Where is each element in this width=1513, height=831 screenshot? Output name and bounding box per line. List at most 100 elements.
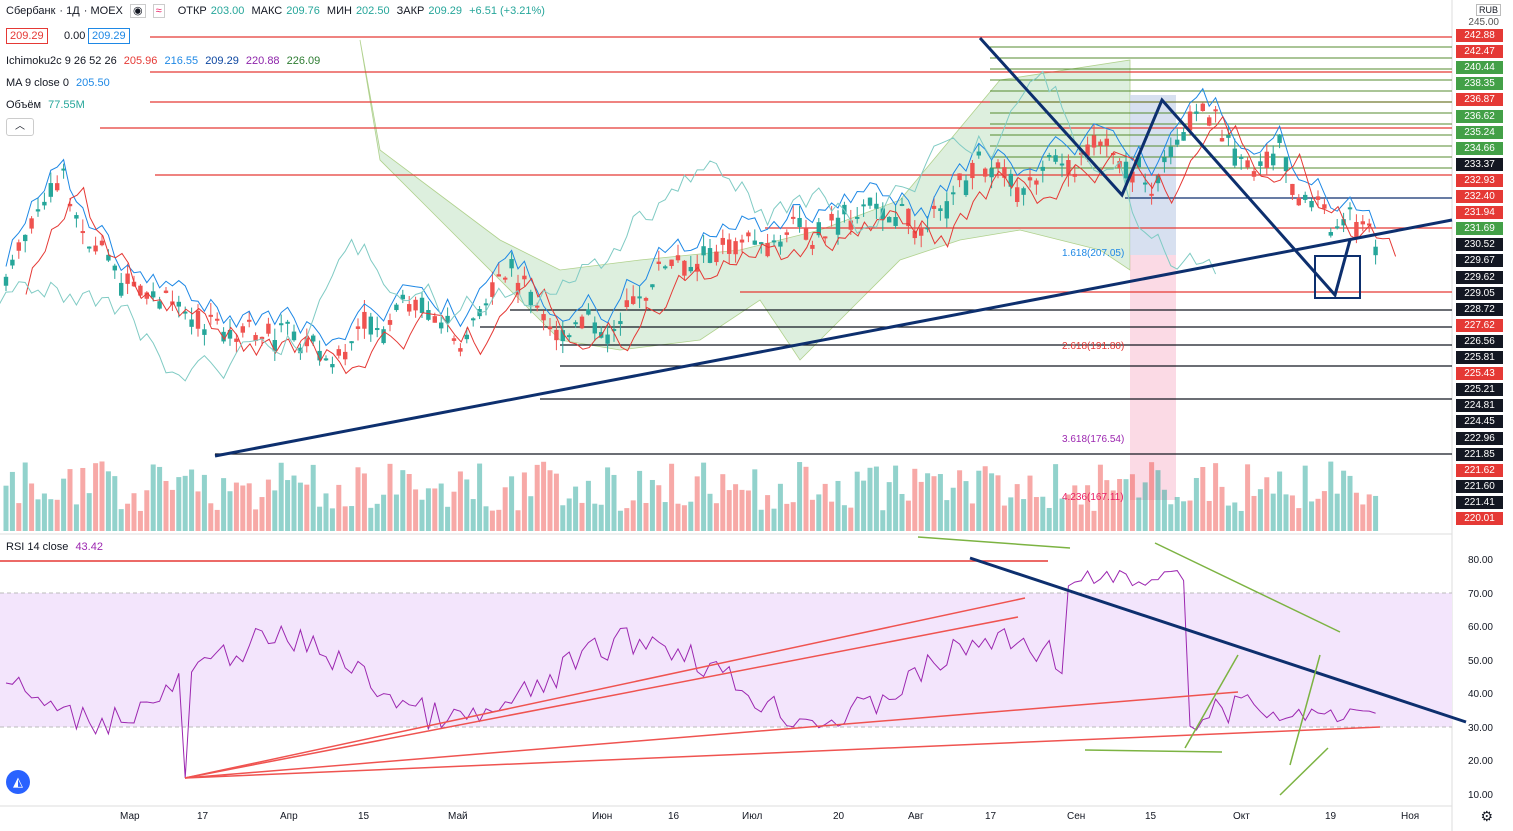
candle: [490, 282, 495, 297]
candle: [592, 322, 597, 334]
volume-bar: [259, 497, 265, 531]
candle: [1207, 117, 1212, 126]
volume-bar: [1302, 465, 1308, 531]
time-tick: Окт: [1233, 811, 1250, 822]
collapse-legend-button[interactable]: ︿: [6, 118, 34, 136]
candle: [16, 242, 21, 251]
candle: [528, 291, 533, 306]
volume-bar: [445, 506, 451, 531]
candle: [458, 348, 463, 352]
volume-bar: [1341, 470, 1347, 531]
volume-bar: [221, 478, 227, 531]
candle: [579, 316, 585, 329]
volume-bar: [61, 478, 67, 531]
candle: [605, 334, 610, 344]
candle: [784, 232, 789, 235]
eye-icon[interactable]: ◉: [129, 4, 146, 18]
price-axis-top-label: 245.00: [1468, 17, 1499, 28]
volume-bar: [605, 467, 611, 531]
volume-bar: [329, 508, 335, 531]
candle: [810, 244, 815, 249]
volume-bar: [989, 473, 995, 531]
rsi-legend[interactable]: RSI 14 close 43.42: [6, 541, 107, 553]
price-tag: 225.81: [1456, 351, 1503, 364]
volume-bar: [534, 464, 540, 531]
tradingview-logo-icon[interactable]: ◭: [6, 770, 30, 794]
chikou-line: [0, 70, 1217, 382]
volume-bar: [1001, 505, 1007, 531]
candle: [253, 335, 258, 342]
volume-bar: [233, 482, 239, 531]
time-tick: 17: [197, 811, 209, 822]
candle: [1354, 221, 1359, 238]
volume-bar: [713, 503, 719, 531]
volume-bar: [1321, 491, 1327, 531]
candle: [586, 309, 591, 315]
candle: [1059, 163, 1065, 166]
candle: [483, 303, 489, 306]
volume-bar: [803, 466, 809, 531]
candle: [1335, 226, 1340, 229]
candle: [157, 301, 162, 309]
candle: [765, 243, 770, 257]
volume-bar: [304, 484, 310, 531]
interval: 1Д: [66, 5, 80, 17]
volume-bar: [950, 487, 956, 531]
volume-bar: [93, 463, 99, 531]
zigzag-pattern: [978, 36, 1352, 299]
gear-icon[interactable]: ⚙: [1480, 808, 1493, 824]
volume-bar: [1238, 510, 1244, 531]
candle: [407, 304, 412, 312]
volume-bar: [1033, 497, 1039, 531]
candle: [1258, 161, 1263, 166]
candle: [1015, 187, 1020, 202]
volume-bar: [54, 499, 60, 531]
candle: [560, 330, 565, 342]
price-tag: 221.85: [1456, 447, 1503, 461]
low-label: МИН: [326, 5, 352, 17]
volume-bar: [733, 484, 739, 531]
volume-bar: [67, 469, 73, 531]
price-tag: 225.21: [1456, 383, 1503, 397]
volume-bar: [1014, 484, 1020, 531]
buy-price-box[interactable]: 209.29: [88, 28, 130, 44]
volume-bar: [1040, 496, 1046, 531]
volume-bar: [157, 466, 163, 531]
price-tag: 229.05: [1456, 286, 1503, 300]
ichimoku-legend[interactable]: Ichimoku2c 9 26 52 26 205.96 216.55 209.…: [6, 55, 324, 67]
currency-label[interactable]: RUB: [1475, 4, 1501, 16]
volume-bar: [1136, 497, 1142, 531]
close-value: 209.29: [428, 5, 463, 17]
candle: [202, 329, 207, 335]
candle: [835, 217, 841, 235]
candle: [496, 274, 501, 277]
compare-icon[interactable]: ≈: [152, 4, 165, 18]
volume-bar: [854, 471, 860, 531]
volume-bar: [361, 473, 367, 531]
exchange: MOEX: [90, 5, 123, 17]
candle: [42, 201, 47, 206]
volume-bar: [368, 507, 374, 531]
candle: [970, 162, 975, 179]
ma-legend[interactable]: MA 9 close 0 205.50: [6, 77, 114, 89]
ichimoku-value-5: 226.09: [286, 55, 321, 67]
volume-bar: [1219, 486, 1225, 531]
volume-bar: [195, 491, 201, 531]
volume-bar: [201, 474, 207, 531]
high-label: МАКС: [251, 5, 283, 17]
time-tick: 20: [833, 811, 845, 822]
price-tag: 235.24: [1456, 125, 1503, 139]
candle: [413, 299, 418, 311]
candle: [1271, 153, 1276, 166]
volume-bar: [29, 483, 35, 531]
candle: [61, 168, 66, 171]
candle: [29, 218, 34, 229]
sell-price-box[interactable]: 209.29: [6, 28, 48, 44]
time-tick: Июн: [592, 811, 613, 822]
candle: [1251, 171, 1257, 177]
volume-bar: [400, 470, 406, 531]
rsi-divergence-line: [1184, 654, 1239, 749]
volume-legend[interactable]: Объём 77.55M: [6, 99, 89, 111]
candle: [983, 168, 988, 177]
